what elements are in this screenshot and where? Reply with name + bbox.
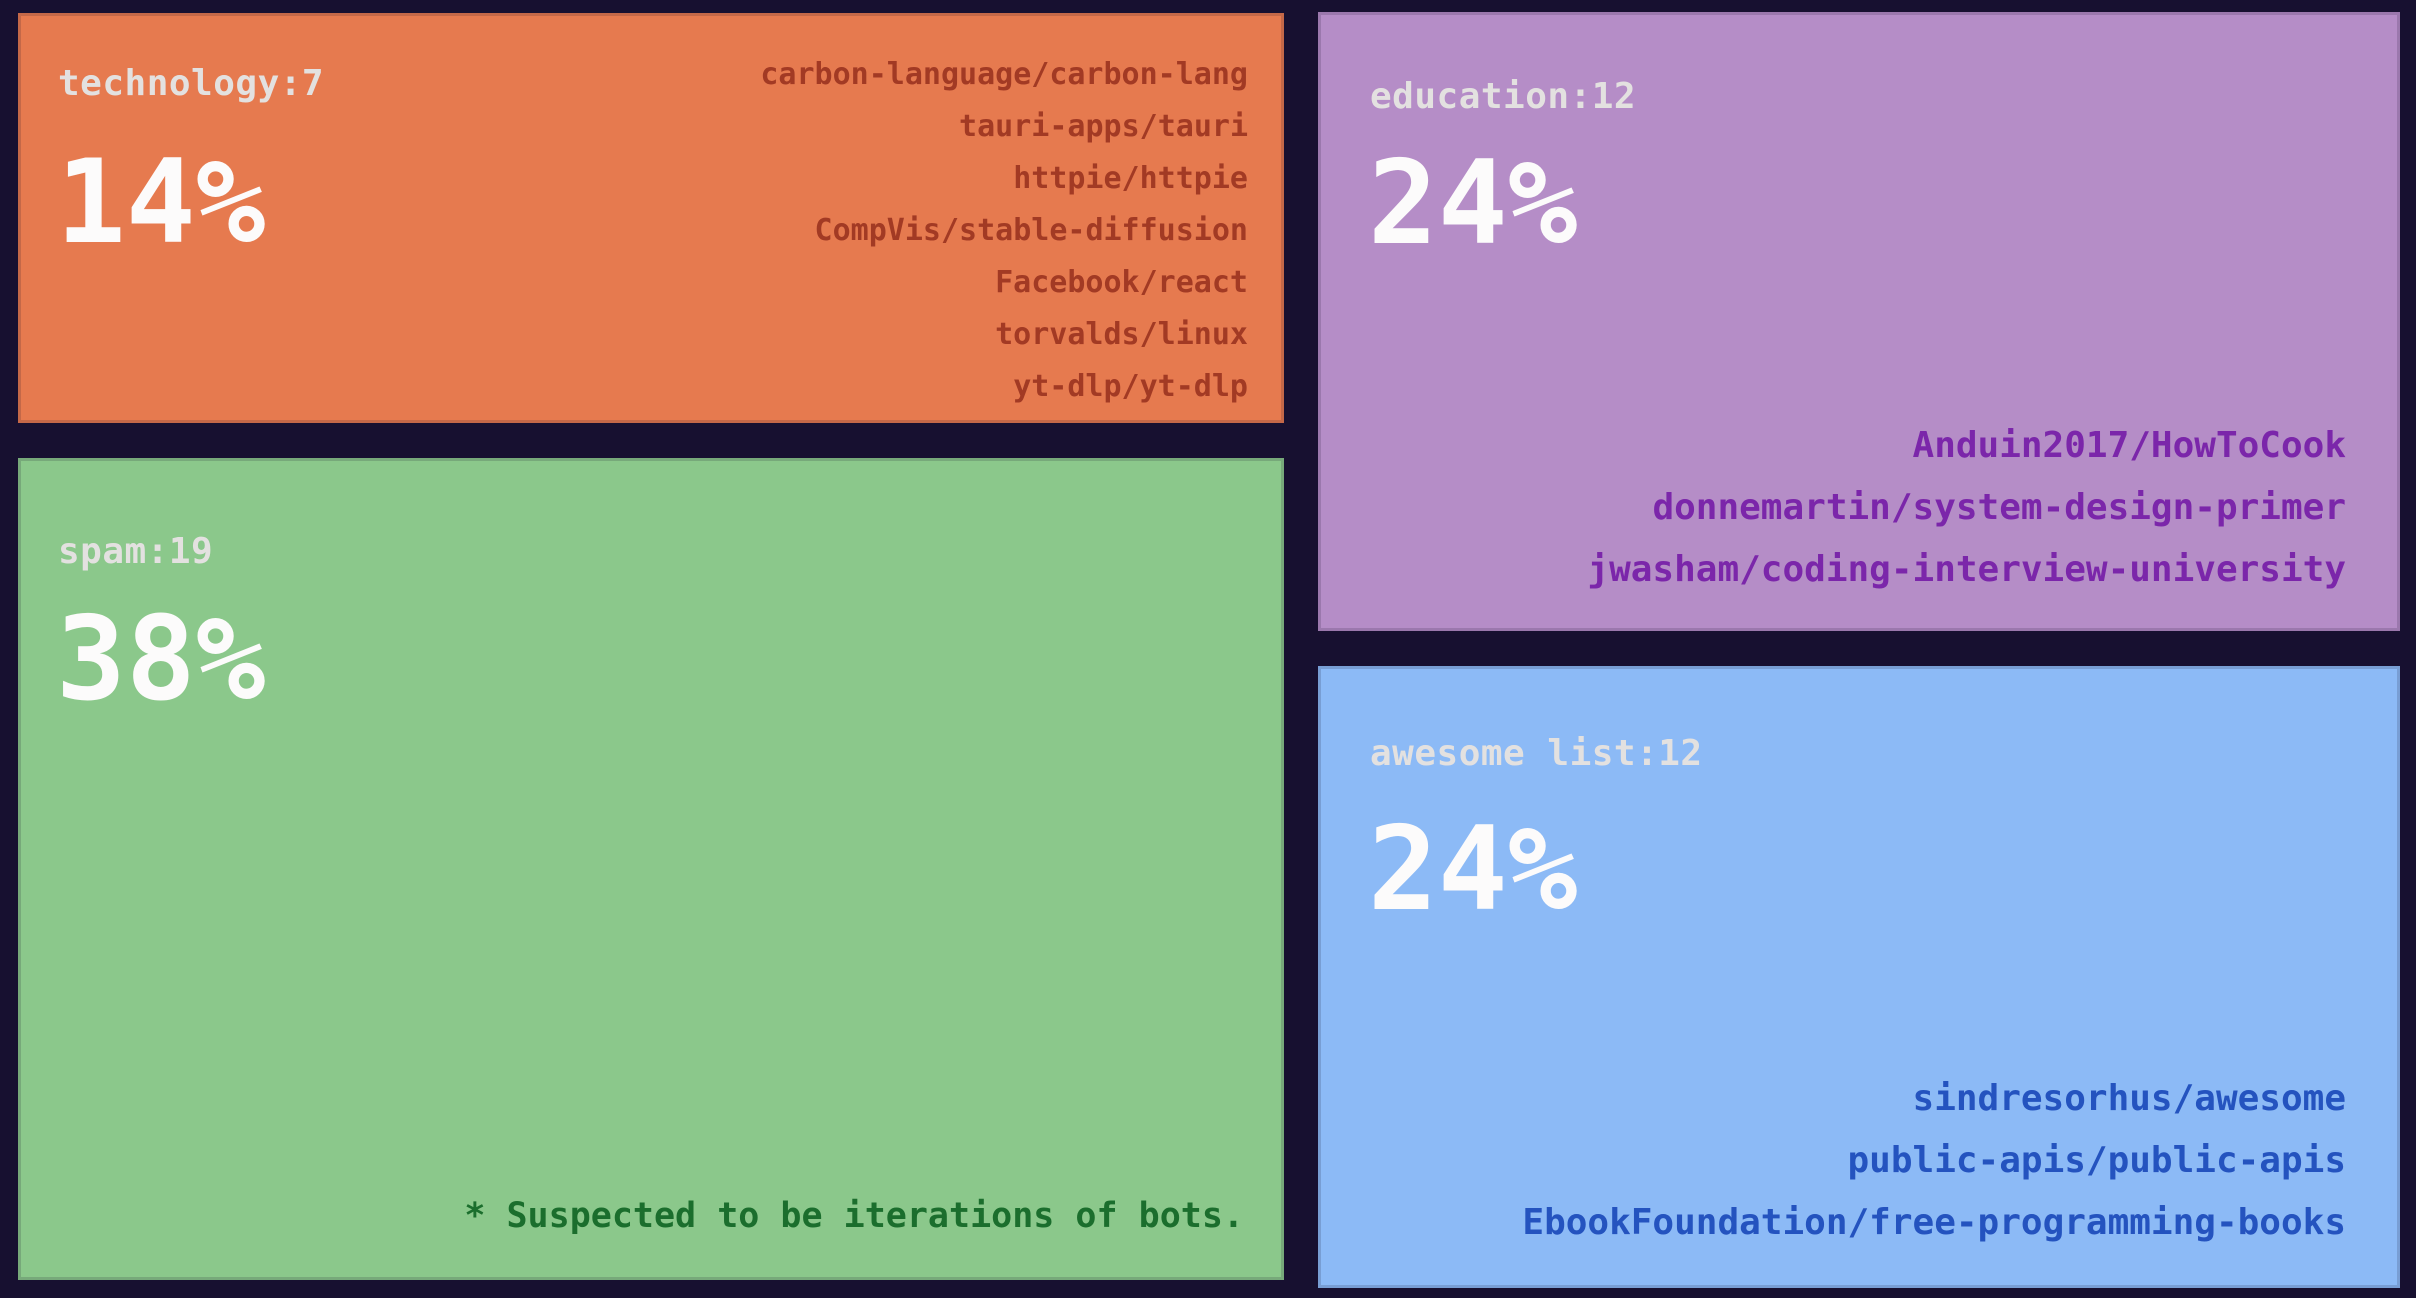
repo-name: public-apis/public-apis bbox=[1847, 1140, 2347, 1181]
repo-name: donnemartin/system-design-primer bbox=[1652, 487, 2346, 528]
tile-percent-awesome-list: 24% bbox=[1368, 802, 1578, 937]
repo-name: CompVis/stable-diffusion bbox=[814, 213, 1248, 248]
tile-percent-technology: 14% bbox=[56, 135, 266, 270]
tile-header-technology: technology:7 bbox=[58, 63, 325, 104]
repo-name: sindresorhus/awesome bbox=[1912, 1078, 2346, 1119]
repo-name: tauri-apps/tauri bbox=[959, 109, 1248, 144]
repo-name: jwasham/coding-interview-university bbox=[1587, 549, 2346, 590]
tile-header-education: education:12 bbox=[1370, 76, 1637, 117]
repo-list-awesome-list: sindresorhus/awesome public-apis/public-… bbox=[1522, 1068, 2346, 1254]
tile-header-spam: spam:19 bbox=[58, 531, 214, 572]
repo-name: yt-dlp/yt-dlp bbox=[1013, 369, 1248, 404]
repo-name: Facebook/react bbox=[995, 265, 1248, 300]
repo-list-education: Anduin2017/HowToCook donnemartin/system-… bbox=[1587, 415, 2346, 601]
treemap-tile-education: education:12 24% Anduin2017/HowToCook do… bbox=[1318, 12, 2400, 631]
spam-bots-note: * Suspected to be iterations of bots. bbox=[464, 1196, 1244, 1236]
repo-name: torvalds/linux bbox=[995, 317, 1248, 352]
tile-percent-spam: 38% bbox=[56, 592, 266, 727]
repo-name: EbookFoundation/free-programming-books bbox=[1522, 1202, 2346, 1243]
treemap-tile-technology: technology:7 14% carbon-language/carbon-… bbox=[18, 13, 1284, 423]
tile-header-awesome-list: awesome list:12 bbox=[1370, 733, 1703, 774]
treemap-tile-awesome-list: awesome list:12 24% sindresorhus/awesome… bbox=[1318, 666, 2400, 1288]
repo-name: httpie/httpie bbox=[1013, 161, 1248, 196]
repo-list-technology: carbon-language/carbon-lang tauri-apps/t… bbox=[760, 49, 1248, 413]
treemap-tile-spam: spam:19 38% * Suspected to be iterations… bbox=[18, 458, 1284, 1280]
repo-name: Anduin2017/HowToCook bbox=[1912, 425, 2346, 466]
repo-name: carbon-language/carbon-lang bbox=[760, 57, 1248, 92]
tile-percent-education: 24% bbox=[1368, 136, 1578, 271]
